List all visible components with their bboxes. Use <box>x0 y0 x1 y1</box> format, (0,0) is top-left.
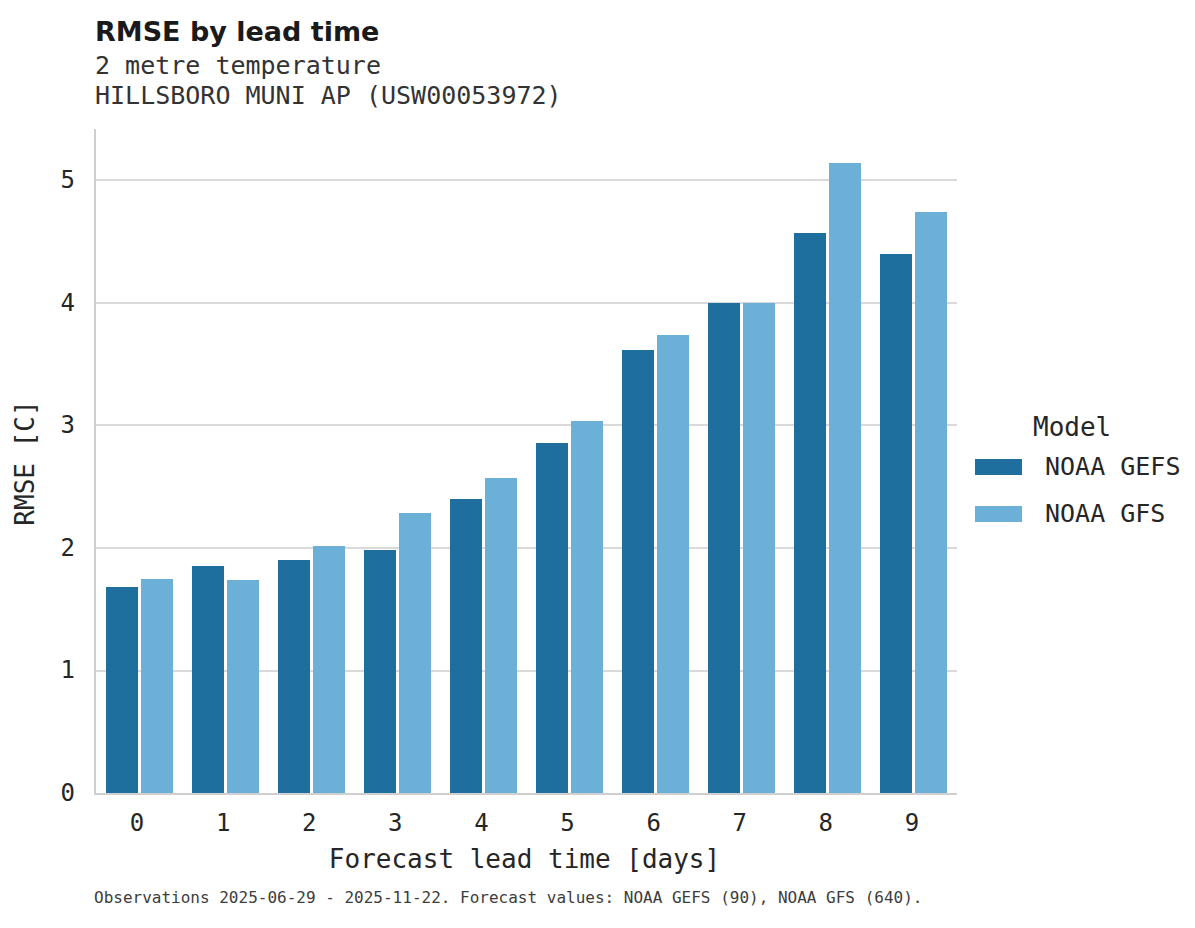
bar-noaa-gfs-day-1 <box>227 580 259 793</box>
chart-subtitle-station: HILLSBORO MUNI AP (USW00053972) <box>95 81 562 110</box>
bar-group-day-8 <box>785 129 871 793</box>
bar-noaa-gefs-day-8 <box>794 233 826 793</box>
y-tick-label-3: 3 <box>25 413 75 437</box>
legend-label: NOAA GEFS <box>1045 452 1180 481</box>
bar-noaa-gfs-day-9 <box>915 212 947 793</box>
x-tick-label-1: 1 <box>180 809 267 837</box>
bar-noaa-gefs-day-9 <box>880 254 912 793</box>
x-tick-label-6: 6 <box>610 809 697 837</box>
bar-noaa-gefs-day-3 <box>364 550 396 793</box>
x-tick-label-4: 4 <box>438 809 525 837</box>
bar-noaa-gefs-day-6 <box>622 350 654 794</box>
bar-noaa-gefs-day-5 <box>536 443 568 793</box>
y-tick-label-1: 1 <box>25 658 75 682</box>
bar-noaa-gefs-day-7 <box>708 303 740 793</box>
x-tick-label-5: 5 <box>524 809 611 837</box>
bar-group-day-5 <box>526 129 612 793</box>
footer-note: Observations 2025-06-29 - 2025-11-22. Fo… <box>94 888 922 907</box>
chart-subtitle-variable: 2 metre temperature <box>95 51 381 80</box>
y-tick-label-4: 4 <box>25 291 75 315</box>
legend-label: NOAA GFS <box>1045 499 1165 528</box>
bar-group-day-3 <box>354 129 440 793</box>
bar-noaa-gfs-day-3 <box>399 513 431 794</box>
bars-layer <box>96 129 957 793</box>
x-tick-label-9: 9 <box>868 809 955 837</box>
bar-noaa-gfs-day-0 <box>141 579 173 793</box>
bar-noaa-gefs-day-2 <box>278 560 310 793</box>
bar-group-day-4 <box>440 129 526 793</box>
bar-group-day-1 <box>182 129 268 793</box>
legend-item-noaa-gefs: NOAA GEFS <box>975 452 1180 481</box>
bar-noaa-gfs-day-6 <box>657 335 689 793</box>
figure-rmse-chart: RMSE by lead time 2 metre temperature HI… <box>0 0 1195 928</box>
x-tick-label-8: 8 <box>782 809 869 837</box>
y-tick-label-5: 5 <box>25 168 75 192</box>
bar-noaa-gfs-day-2 <box>313 546 345 794</box>
legend-swatch-noaa-gefs <box>975 459 1022 475</box>
bar-noaa-gefs-day-0 <box>106 587 138 793</box>
bar-noaa-gfs-day-7 <box>743 303 775 793</box>
x-tick-label-2: 2 <box>266 809 353 837</box>
legend: Model NOAA GEFS NOAA GFS <box>975 412 1180 546</box>
chart-title: RMSE by lead time <box>95 16 379 47</box>
x-tick-label-7: 7 <box>696 809 783 837</box>
bar-group-day-6 <box>613 129 699 793</box>
bar-noaa-gefs-day-1 <box>192 566 224 793</box>
bar-noaa-gefs-day-4 <box>450 499 482 793</box>
legend-item-noaa-gfs: NOAA GFS <box>975 499 1180 528</box>
bar-noaa-gfs-day-4 <box>485 478 517 793</box>
plot-area <box>94 129 957 795</box>
bar-group-day-0 <box>96 129 182 793</box>
y-tick-label-0: 0 <box>25 781 75 805</box>
x-tick-label-3: 3 <box>352 809 439 837</box>
legend-items: NOAA GEFS NOAA GFS <box>975 452 1180 528</box>
bar-group-day-2 <box>268 129 354 793</box>
x-axis-label: Forecast lead time [days] <box>94 844 955 874</box>
legend-swatch-noaa-gfs <box>975 506 1022 522</box>
legend-title: Model <box>1033 412 1180 442</box>
x-tick-label-0: 0 <box>94 809 181 837</box>
bar-group-day-9 <box>871 129 957 793</box>
y-tick-label-2: 2 <box>25 536 75 560</box>
bar-noaa-gfs-day-5 <box>571 421 603 793</box>
bar-noaa-gfs-day-8 <box>829 163 861 793</box>
bar-group-day-7 <box>699 129 785 793</box>
